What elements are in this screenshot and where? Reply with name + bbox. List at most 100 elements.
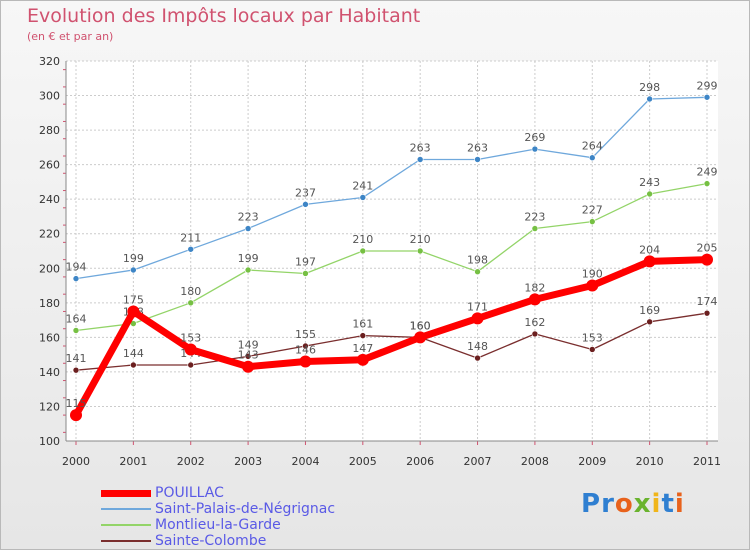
series-line — [75, 96, 708, 280]
legend-swatch — [101, 508, 151, 510]
data-label: 180 — [180, 285, 201, 298]
data-label: 298 — [639, 81, 660, 94]
data-label: 197 — [295, 255, 316, 268]
data-point — [528, 293, 541, 306]
data-label: 249 — [697, 166, 718, 179]
data-label: 198 — [467, 254, 488, 267]
data-point — [72, 275, 80, 282]
data-label: 237 — [295, 186, 316, 199]
data-label: 199 — [123, 252, 144, 265]
data-label: 199 — [238, 252, 259, 265]
line-chart: 100 120 140 160 180 200 220 240 260 280 300 320 2000… — [39, 55, 721, 468]
data-point — [244, 225, 252, 232]
data-point — [72, 327, 80, 334]
data-label: 149 — [238, 338, 259, 351]
data-label: 269 — [524, 131, 545, 144]
series-line — [75, 312, 708, 371]
legend-item-montlieu: Montlieu-la-Garde — [101, 517, 335, 533]
data-point — [588, 346, 596, 353]
logo-letter: P — [581, 489, 602, 519]
series-line — [72, 256, 711, 419]
data-point — [416, 156, 424, 163]
data-label: 210 — [410, 233, 431, 246]
y-tick-label: 100 — [39, 435, 60, 448]
legend-swatch — [101, 524, 151, 526]
data-label: 153 — [180, 331, 201, 344]
logo-letter: i — [651, 489, 662, 519]
data-label: 264 — [582, 140, 603, 153]
data-label: 160 — [410, 319, 431, 332]
x-tick-label: 2003 — [234, 455, 262, 468]
data-point — [471, 312, 484, 325]
data-point — [531, 145, 539, 153]
legend-label: Saint-Palais-de-Négrignac — [155, 501, 336, 517]
data-label: 263 — [467, 141, 488, 154]
data-label: 169 — [639, 304, 660, 317]
x-tick-label: 2005 — [349, 455, 377, 468]
data-point — [242, 360, 255, 373]
y-tick-label: 320 — [39, 55, 60, 68]
legend-item-sainte-colombe: Sainte-Colombe — [101, 533, 335, 549]
data-label: 144 — [123, 347, 144, 360]
data-point — [646, 190, 653, 198]
x-tick-label: 2000 — [62, 455, 90, 468]
y-tick-label: 260 — [39, 159, 60, 172]
data-point — [414, 331, 427, 344]
x-tick-label: 2010 — [636, 455, 664, 468]
logo-letter: i — [674, 489, 685, 519]
y-tick-label: 240 — [39, 193, 60, 206]
y-tick-label: 300 — [39, 90, 60, 103]
x-tick-label: 2009 — [578, 455, 606, 468]
legend-label: Sainte-Colombe — [155, 533, 267, 549]
y-tick-label: 140 — [39, 366, 60, 379]
data-point — [586, 279, 599, 292]
data-label: 227 — [582, 204, 603, 217]
data-point — [359, 194, 367, 201]
x-tick-label: 2001 — [119, 455, 147, 468]
data-point — [130, 361, 137, 369]
data-label: 143 — [238, 349, 259, 362]
data-point — [184, 343, 197, 356]
x-tick-label: 2011 — [693, 455, 721, 468]
logo-letter: r — [601, 489, 615, 519]
legend-swatch — [101, 489, 151, 497]
data-label: 155 — [295, 328, 316, 341]
data-point — [474, 354, 481, 362]
data-point — [588, 154, 596, 162]
data-point — [130, 266, 137, 274]
data-label: 164 — [66, 312, 87, 325]
data-label: 175 — [123, 293, 144, 306]
y-tick-label: 200 — [39, 262, 60, 275]
data-label: 243 — [639, 176, 660, 189]
data-label: 115 — [66, 397, 87, 410]
data-point — [703, 180, 711, 187]
data-point — [72, 366, 80, 374]
data-point — [127, 305, 140, 318]
data-label: 204 — [639, 243, 660, 256]
proxiti-logo: Proxiti — [581, 489, 685, 519]
data-label: 146 — [295, 344, 316, 357]
data-point — [703, 93, 711, 101]
chart-subtitle: (en € et par an) — [27, 30, 114, 43]
data-label: 174 — [697, 295, 718, 308]
legend-item-pouillac: POUILLAC — [101, 485, 335, 501]
data-point — [187, 245, 195, 253]
x-tick-label: 2004 — [291, 455, 319, 468]
legend-item-saint-palais: Saint-Palais-de-Négrignac — [101, 501, 335, 517]
data-label: 223 — [524, 211, 545, 224]
data-point — [588, 218, 596, 225]
data-point — [299, 355, 312, 368]
data-point — [359, 332, 367, 339]
logo-letter: t — [661, 489, 675, 519]
data-label: 223 — [238, 211, 259, 224]
y-tick-label: 280 — [39, 124, 60, 137]
data-point — [646, 318, 653, 326]
data-label: 153 — [582, 331, 603, 344]
data-point — [703, 309, 711, 317]
data-label: 194 — [66, 261, 87, 274]
data-label: 160 — [410, 319, 431, 332]
data-point — [531, 330, 539, 338]
data-label: 182 — [524, 281, 545, 294]
data-label: 241 — [352, 179, 373, 192]
